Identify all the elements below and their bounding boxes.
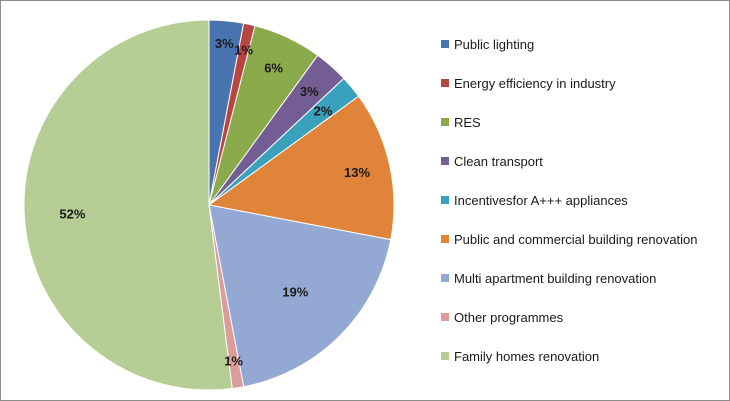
legend-label-9: Family homes renovation — [454, 349, 600, 364]
legend-label-1: Public lighting — [454, 37, 535, 52]
slice-data-label-6: 13% — [344, 165, 370, 180]
legend-label-2: Energy efficiency in industry — [454, 76, 616, 91]
slice-labels: 3% 1%6%3%2%13%19%1%52% — [59, 36, 370, 368]
legend-swatch-5 — [441, 196, 449, 204]
pie-slices — [23, 19, 395, 391]
legend-swatch-4 — [441, 157, 449, 165]
legend-label-8: Other programmes — [454, 310, 564, 325]
legend-label-6: Public and commercial building renovatio… — [454, 232, 698, 247]
pie-slice-6 — [207, 95, 395, 241]
legend-swatch-2 — [441, 79, 449, 87]
legend-swatch-3 — [441, 118, 449, 126]
legend-swatch-8 — [441, 313, 449, 321]
legend-swatch-6 — [441, 235, 449, 243]
legend-swatch-1 — [441, 40, 449, 48]
slice-data-label-7: 19% — [282, 284, 308, 299]
legend-swatch-7 — [441, 274, 449, 282]
slice-data-label-2: 1% — [234, 43, 253, 58]
legend-label-5: Incentivesfor A+++ appliances — [454, 193, 628, 208]
slice-data-label-4: 3% — [300, 84, 319, 99]
slice-data-label-3: 6% — [264, 61, 283, 76]
legend-swatch-9 — [441, 352, 449, 360]
legend-label-7: Multi apartment building renovation — [454, 271, 657, 286]
legend-label-4: Clean transport — [454, 154, 543, 169]
slice-data-label-1: 3% — [215, 36, 234, 51]
slice-data-label-5: 2% — [314, 104, 333, 119]
slice-data-label-9: 52% — [59, 207, 85, 222]
pie-slice-9 — [23, 19, 233, 391]
legend-label-3: RES — [454, 115, 481, 130]
pie-slice-7 — [208, 204, 392, 388]
slice-data-label-8: 1% — [224, 353, 243, 368]
